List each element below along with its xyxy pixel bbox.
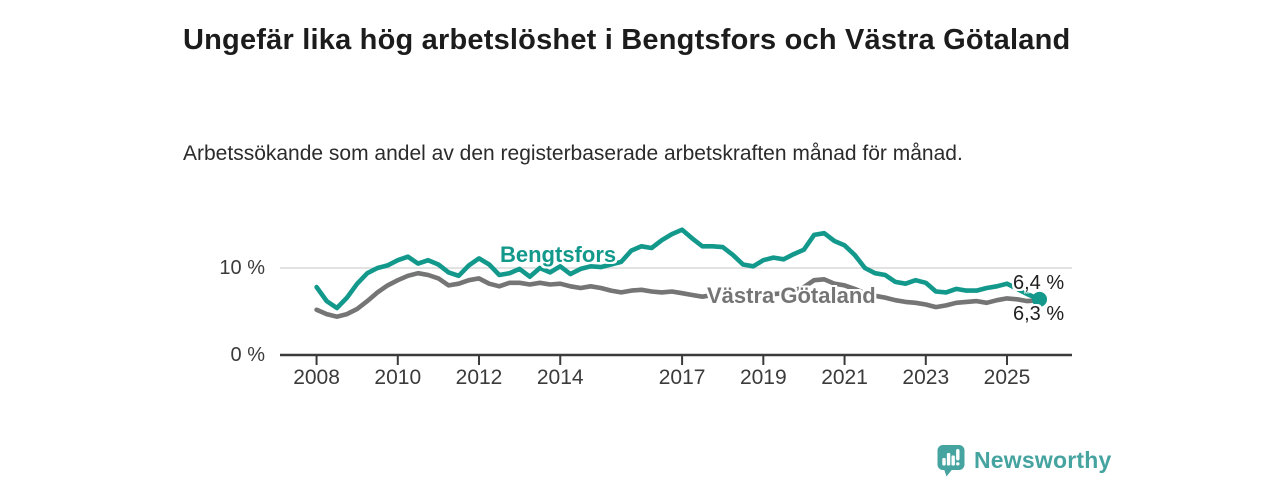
x-axis-label: 2025 bbox=[983, 366, 1031, 389]
brand-name: Newsworthy bbox=[974, 447, 1112, 473]
x-axis-label: 2021 bbox=[821, 366, 868, 389]
y-axis-label: 10 % bbox=[219, 257, 265, 279]
end-point-dot bbox=[1032, 291, 1048, 307]
y-axis-label: 0 % bbox=[230, 344, 265, 366]
end-value-label: 6,4 % bbox=[1013, 272, 1065, 294]
x-axis-label: 2019 bbox=[739, 366, 787, 389]
chart-subtitle: Arbetssökande som andel av den registerb… bbox=[183, 142, 963, 165]
x-axis-label: 2014 bbox=[536, 366, 584, 389]
x-axis-label: 2023 bbox=[902, 366, 950, 389]
end-value-label: 6,3 % bbox=[1013, 303, 1065, 325]
line-bengtsfors bbox=[314, 227, 1042, 311]
chart-title: Ungefär lika hög arbetslöshet i Bengtsfo… bbox=[183, 24, 1071, 57]
x-axis-label: 2010 bbox=[374, 366, 422, 389]
x-axis-label: 2012 bbox=[455, 366, 503, 389]
x-axis-label: 2017 bbox=[658, 366, 706, 389]
series-label-bengtsfors: Bengtsfors bbox=[500, 242, 617, 267]
series-label-v-stra-g-taland: Västra Götaland bbox=[707, 283, 876, 308]
newsworthy-chart-bubble-icon bbox=[937, 445, 965, 477]
line-v-stra-g-taland bbox=[314, 270, 1042, 320]
newsworthy-logo[interactable]: Newsworthy bbox=[936, 444, 1111, 477]
x-axis-label: 2008 bbox=[293, 366, 340, 389]
